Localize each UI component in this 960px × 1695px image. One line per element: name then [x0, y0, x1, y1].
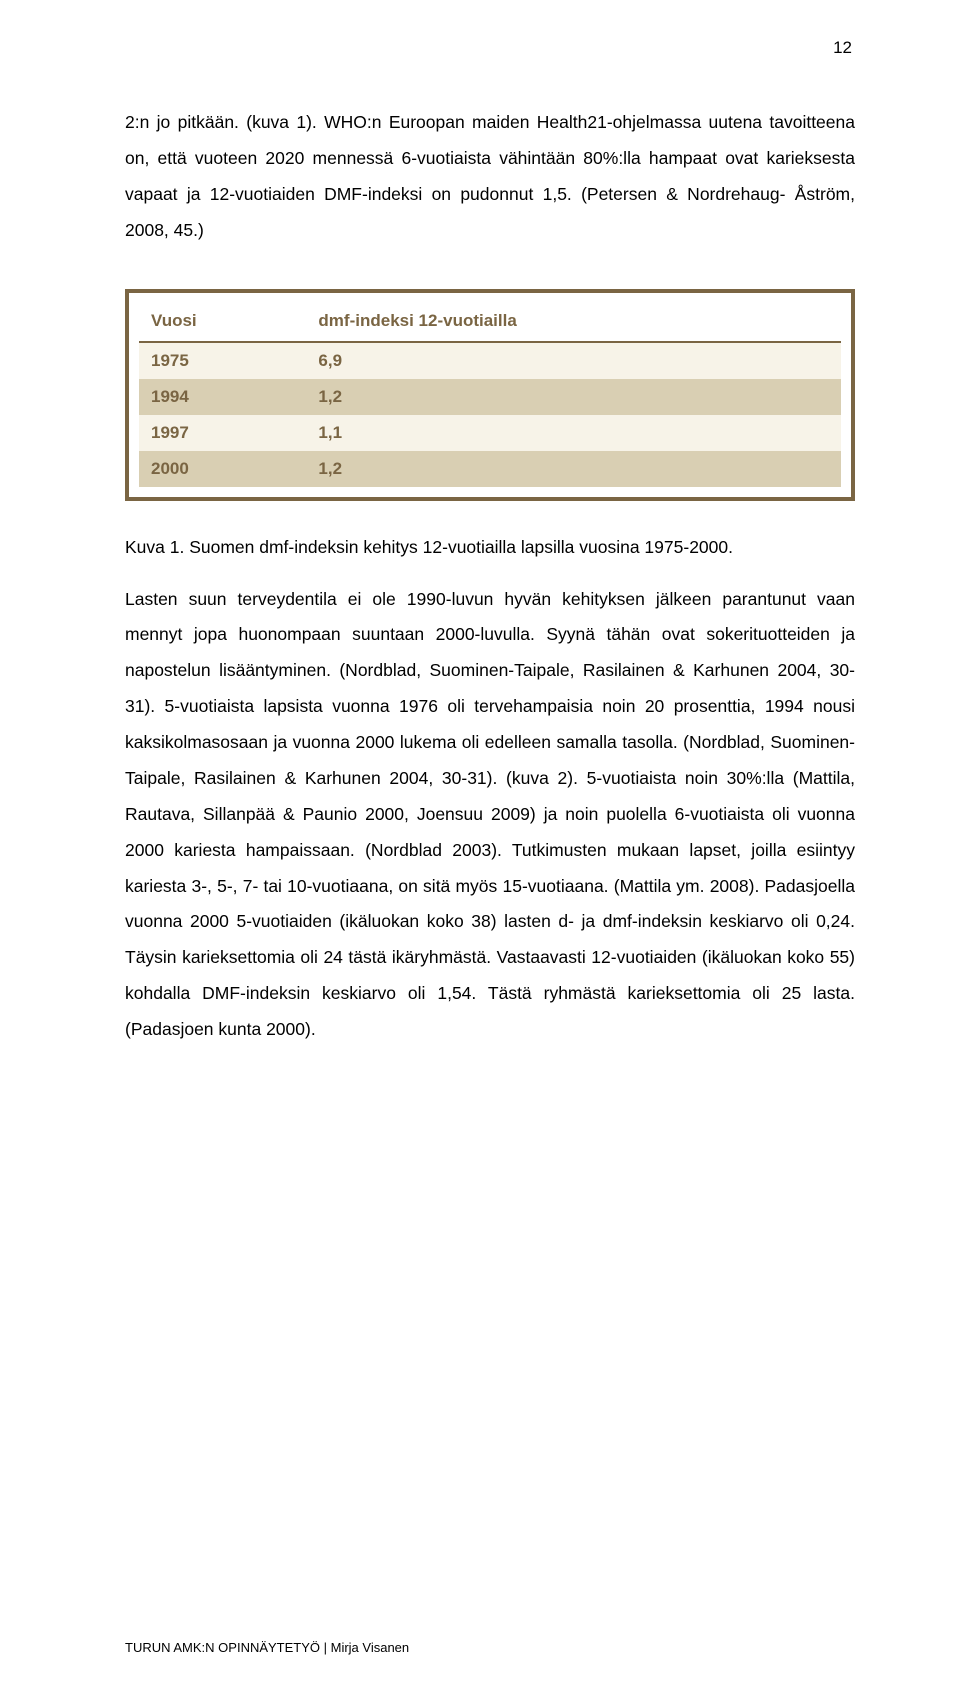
- paragraph-1: 2:n jo pitkään. (kuva 1). WHO:n Euroopan…: [125, 105, 855, 249]
- cell-value: 6,9: [306, 342, 841, 379]
- cell-value: 1,1: [306, 415, 841, 451]
- document-page: 12 2:n jo pitkään. (kuva 1). WHO:n Euroo…: [0, 0, 960, 1695]
- cell-year: 1997: [139, 415, 306, 451]
- paragraph-1-text: 2:n jo pitkään. (kuva 1). WHO:n Euroopan…: [125, 105, 855, 249]
- page-number: 12: [833, 38, 852, 58]
- cell-value: 1,2: [306, 379, 841, 415]
- cell-year: 1994: [139, 379, 306, 415]
- paragraph-2: Lasten suun terveydentila ei ole 1990-lu…: [125, 582, 855, 1048]
- cell-value: 1,2: [306, 451, 841, 487]
- paragraph-2-text: Lasten suun terveydentila ei ole 1990-lu…: [125, 582, 855, 1048]
- cell-year: 1975: [139, 342, 306, 379]
- table-row: 2000 1,2: [139, 451, 841, 487]
- figure-caption: Kuva 1. Suomen dmf-indeksin kehitys 12-v…: [125, 537, 855, 558]
- dmf-table-container: Vuosi dmf-indeksi 12-vuotiailla 1975 6,9…: [125, 289, 855, 501]
- table-row: 1997 1,1: [139, 415, 841, 451]
- page-footer: TURUN AMK:N OPINNÄYTETYÖ | Mirja Visanen: [125, 1640, 409, 1655]
- dmf-table: Vuosi dmf-indeksi 12-vuotiailla 1975 6,9…: [139, 303, 841, 487]
- col-header-vuosi: Vuosi: [139, 303, 306, 342]
- table-header-row: Vuosi dmf-indeksi 12-vuotiailla: [139, 303, 841, 342]
- table-row: 1975 6,9: [139, 342, 841, 379]
- col-header-dmf: dmf-indeksi 12-vuotiailla: [306, 303, 841, 342]
- table-row: 1994 1,2: [139, 379, 841, 415]
- cell-year: 2000: [139, 451, 306, 487]
